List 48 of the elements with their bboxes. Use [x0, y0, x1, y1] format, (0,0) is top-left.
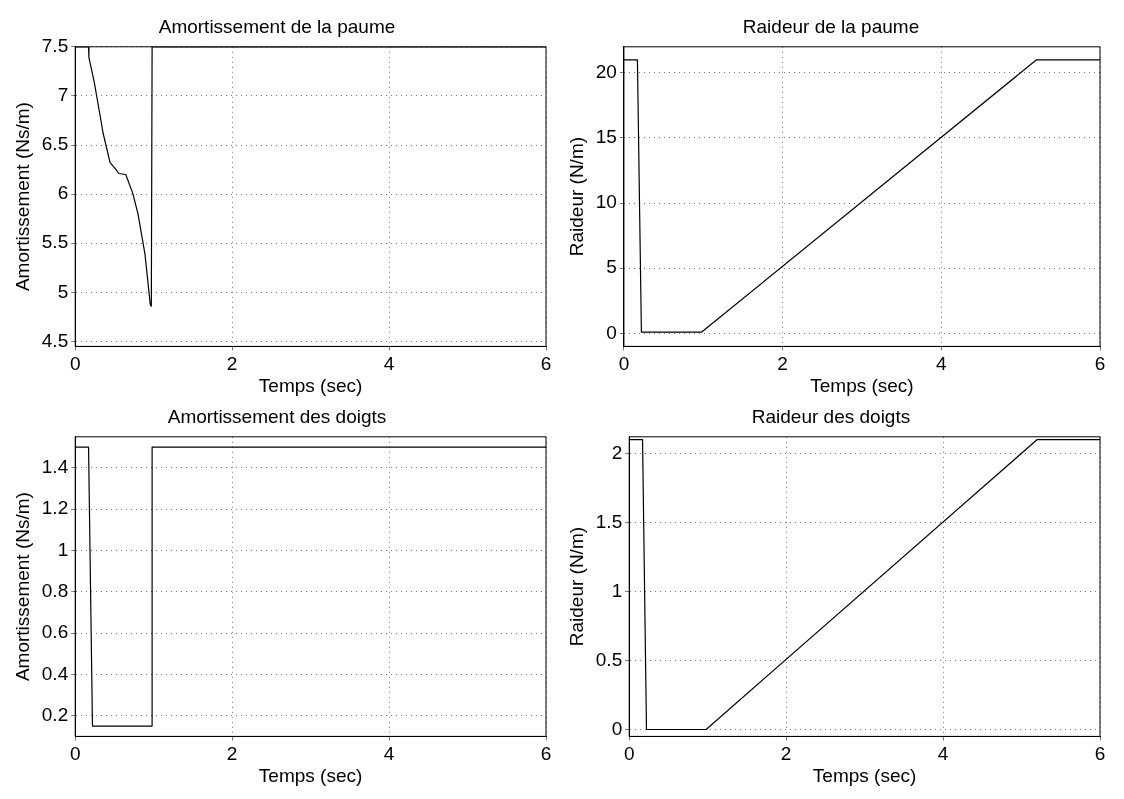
y-tick-label: 4.5 [41, 329, 69, 351]
x-tick-label: 6 [540, 743, 552, 765]
y-axis-title: Amortissement (Ns/m) [11, 492, 33, 682]
y-tick-label: 7 [57, 84, 69, 106]
x-tick-label: 6 [1094, 743, 1106, 765]
x-axis-title: Temps (sec) [810, 374, 914, 396]
y-tick-label: 15 [595, 126, 617, 148]
x-tick-label: 6 [1094, 353, 1106, 375]
x-tick-label: 4 [383, 353, 395, 375]
chart-title: Amortissement des doigts [167, 405, 387, 427]
x-tick-label: 4 [937, 743, 949, 765]
x-tick-label: 2 [777, 353, 788, 375]
y-axis-title: Raideur (N/m) [565, 526, 587, 647]
y-tick-label: 5 [57, 280, 69, 302]
y-tick-label: 1.2 [41, 497, 69, 519]
y-tick-label: 10 [595, 191, 617, 213]
chart-title: Raideur des doigts [751, 405, 911, 427]
x-tick-label: 4 [383, 743, 395, 765]
y-tick-label: 20 [595, 61, 617, 83]
y-tick-label: 0 [611, 717, 623, 739]
y-tick-label: 0.8 [41, 580, 69, 601]
y-tick-label: 5 [606, 256, 617, 278]
y-tick-label: 0.6 [41, 621, 69, 643]
y-tick-label: 0.4 [41, 662, 69, 684]
chart-title: Amortissement de la paume [158, 15, 396, 37]
y-tick-label: 6.5 [41, 133, 69, 155]
y-tick-label: 5.5 [41, 231, 69, 253]
x-tick-label: 2 [226, 353, 238, 375]
y-tick-label: 1.5 [595, 510, 623, 532]
y-axis-title: Raideur (N/m) [565, 136, 587, 257]
y-tick-label: 1.4 [41, 456, 69, 478]
x-tick-label: 4 [936, 353, 948, 375]
y-tick-label: 7.5 [41, 35, 69, 57]
x-axis-title: Temps (sec) [812, 764, 917, 786]
y-tick-label: 2 [611, 441, 623, 463]
x-tick-label: 2 [226, 743, 238, 765]
x-axis-title: Temps (sec) [258, 374, 363, 396]
chart-title: Raideur de la paume [742, 15, 920, 37]
y-tick-label: 0.5 [595, 648, 623, 670]
y-tick-label: 0.2 [41, 703, 69, 725]
y-tick-label: 1 [57, 538, 69, 560]
x-tick-label: 2 [780, 743, 792, 765]
x-axis-title: Temps (sec) [258, 764, 363, 786]
y-tick-label: 1 [611, 579, 623, 601]
y-axis-title: Amortissement (Ns/m) [11, 102, 33, 292]
y-tick-label: 0 [606, 321, 617, 343]
y-tick-label: 6 [57, 182, 69, 204]
x-tick-label: 6 [540, 353, 552, 375]
